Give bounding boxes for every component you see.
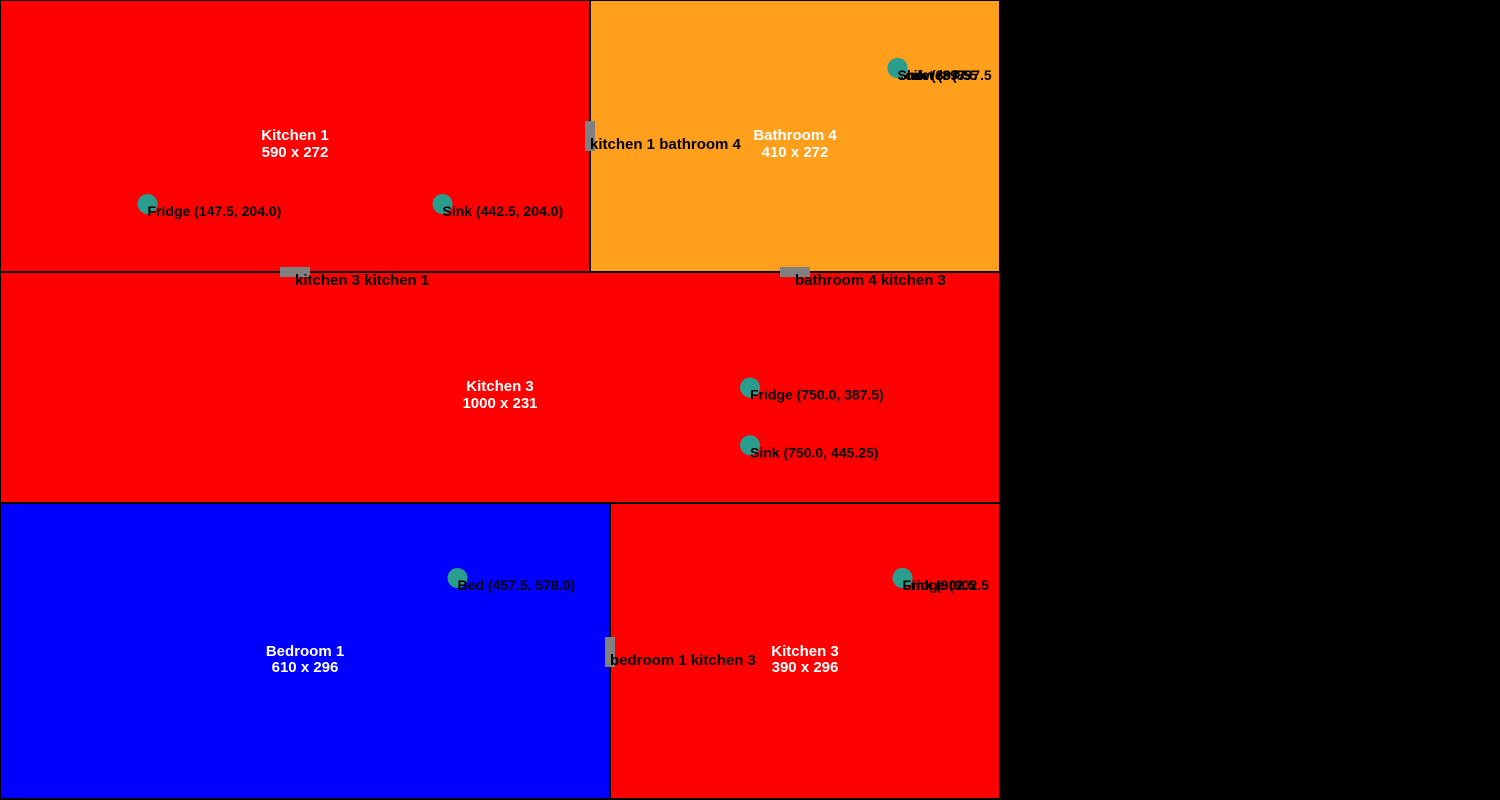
fixture-label: Fridge (902.5 [903, 577, 990, 593]
fixture-label: Sink (442.5, 204.0) [443, 203, 564, 219]
door-marker [280, 267, 310, 277]
fixture: Fridge (750.0, 387.5) [740, 377, 884, 403]
fixture: Sink (750.0, 445.25) [740, 435, 878, 460]
fixture: Fridge (902.5 [892, 568, 990, 593]
fixture-marker [447, 568, 468, 588]
fixture-label: Fridge (750.0, 387.5) [750, 387, 884, 403]
fixture: Sink (442.5, 204.0) [432, 194, 564, 219]
door: bathroom 4 kitchen 3 [780, 267, 946, 289]
fixture: Bed (457.5, 578.0) [447, 568, 576, 593]
door-marker [585, 121, 595, 151]
room-name: Bathroom 4 [753, 127, 837, 144]
fixture-label: Sink (897.5 [898, 67, 971, 83]
fixture-marker [137, 194, 158, 214]
room-dimensions: 1000 x 231 [462, 395, 537, 412]
room-bathroom-4: Bathroom 4 410 x 272 [589, 0, 1001, 273]
fixture: Shower (897.5 [887, 58, 992, 83]
fixture-marker [740, 435, 760, 456]
fixtures-layer: Fridge (147.5, 204.0) Sink (442.5, 204.0)… [137, 58, 992, 593]
fixture-label: Shower (897.5 [898, 67, 992, 83]
room-name: Kitchen 3 [466, 378, 534, 395]
room-dimensions: 590 x 272 [262, 144, 329, 161]
fixture-label: Toilet (897.5 [898, 67, 978, 83]
room-kitchen-1-area [0, 0, 591, 273]
door-label: kitchen 1 bathroom 4 [590, 136, 742, 153]
fixture-label: Sink (902.5 [903, 577, 976, 593]
fixture-marker [432, 194, 453, 214]
fixture: Fridge (147.5, 204.0) [137, 194, 282, 219]
door: kitchen 1 bathroom 4 [585, 121, 742, 153]
door-marker [605, 637, 615, 667]
room-bedroom-1: Bedroom 1 610 x 296 [0, 502, 611, 800]
fixture-marker [740, 377, 760, 398]
fixture-marker [887, 58, 908, 78]
room-name: Kitchen 3 [771, 643, 839, 660]
door-label: bedroom 1 kitchen 3 [610, 652, 756, 669]
fixture-label: Fridge (147.5, 204.0) [148, 203, 282, 219]
door-label: kitchen 3 kitchen 1 [295, 272, 429, 289]
room-kitchen-3-small: Kitchen 3 390 x 296 [609, 502, 1001, 800]
room-name: Kitchen 1 [261, 127, 329, 144]
door: kitchen 3 kitchen 1 [280, 267, 429, 289]
doors-layer: kitchen 1 bathroom 4 kitchen 3 kitchen 1 b… [280, 121, 946, 669]
room-kitchen-3-main: Kitchen 3 1000 x 231 [0, 271, 1001, 504]
door: bedroom 1 kitchen 3 [605, 637, 756, 669]
fixture-marker [892, 568, 913, 588]
door-label: bathroom 4 kitchen 3 [795, 272, 946, 289]
fixture-label: Bed (457.5, 578.0) [458, 577, 576, 593]
room-dimensions: 390 x 296 [772, 659, 839, 676]
room-dimensions: 410 x 272 [762, 144, 829, 161]
room-kitchen-1: Kitchen 1 590 x 272 [0, 0, 591, 273]
room-dimensions: 610 x 296 [272, 659, 339, 676]
room-name: Bedroom 1 [266, 643, 344, 660]
fixture-label: Sink (750.0, 445.25) [750, 444, 878, 460]
room-kitchen-3-main-area [0, 271, 1001, 504]
right-margin [1000, 0, 1500, 800]
door-marker [780, 267, 810, 277]
